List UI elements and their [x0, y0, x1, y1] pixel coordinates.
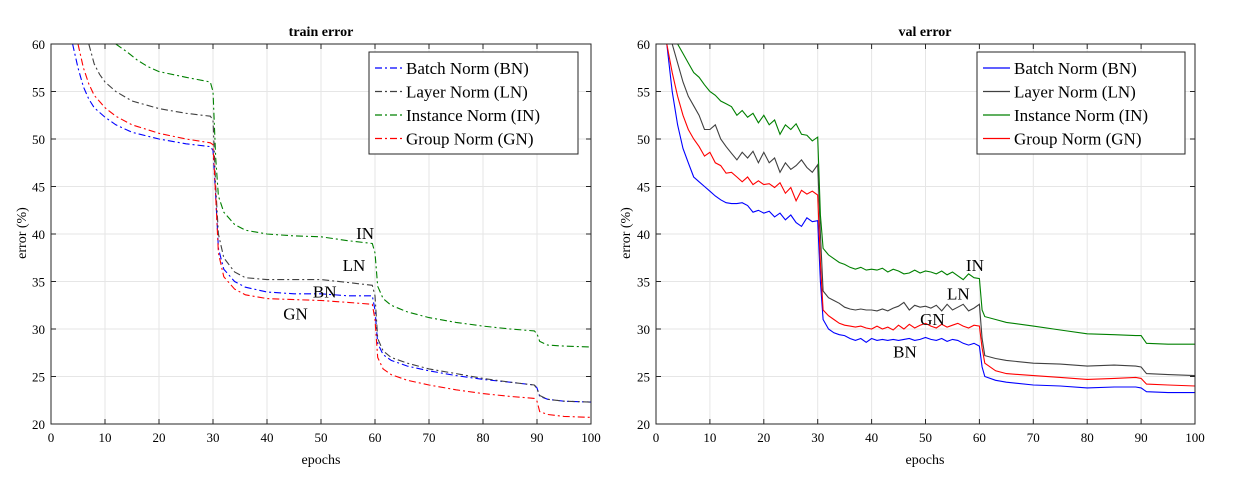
- x-tick-label: 30: [207, 430, 220, 445]
- train-error-chart: train error epochs error (%) 0 10 20 30 40 50…: [15, 25, 601, 468]
- x-tick-label: 60: [973, 430, 986, 445]
- x-tick-label: 30: [811, 430, 824, 445]
- series-line-in: [677, 44, 1195, 345]
- x-tick-label: 50: [919, 430, 932, 445]
- y-tick-label: 40: [637, 227, 650, 242]
- legend-label: Batch Norm (BN): [1014, 59, 1137, 78]
- series-annotation-in: IN: [966, 256, 984, 275]
- legend-label: Layer Norm (LN): [1014, 83, 1136, 102]
- series-line-ln: [671, 44, 1195, 377]
- x-tick-label: 90: [1135, 430, 1148, 445]
- y-tick-label: 35: [32, 275, 45, 290]
- x-tick-label: 10: [703, 430, 716, 445]
- legend-box: [368, 51, 579, 155]
- chart-title: val error: [899, 25, 952, 40]
- x-tick-label: 70: [1027, 430, 1040, 445]
- y-axis-label: error (%): [619, 207, 634, 259]
- legend-label: Group Norm (GN): [1014, 130, 1141, 149]
- y-tick-label: 25: [637, 370, 650, 385]
- x-tick-label: 70: [423, 430, 436, 445]
- series-annotation-ln: LN: [343, 256, 366, 275]
- legend-box: [976, 51, 1186, 155]
- val-error-chart: val error epochs error (%) 0 10 20 30 40 50 60…: [619, 25, 1205, 468]
- x-tick-label: 0: [48, 430, 55, 445]
- y-tick-label: 30: [32, 322, 45, 337]
- series-annotation-ln: LN: [947, 285, 970, 304]
- series-annotation-gn: GN: [283, 305, 308, 324]
- x-tick-label: 100: [1185, 430, 1205, 445]
- series-annotation-bn: BN: [893, 343, 917, 362]
- series-annotation-in: IN: [356, 224, 374, 243]
- y-tick-label: 50: [637, 132, 650, 147]
- legend-label: Batch Norm (BN): [406, 59, 529, 78]
- x-tick-label: 60: [369, 430, 382, 445]
- x-axis-label: epochs: [302, 453, 341, 468]
- series-line-bn: [72, 44, 591, 403]
- x-tick-label: 40: [865, 430, 878, 445]
- series-line-gn: [666, 44, 1195, 387]
- x-tick-label: 10: [99, 430, 112, 445]
- y-tick-label: 55: [32, 85, 45, 100]
- x-tick-label: 90: [531, 430, 544, 445]
- y-axis-label: error (%): [15, 207, 30, 259]
- y-tick-label: 55: [637, 85, 650, 100]
- y-tick-label: 60: [32, 37, 45, 52]
- series-line-ln: [88, 44, 591, 403]
- legend-label: Group Norm (GN): [406, 130, 533, 149]
- y-tick-label: 25: [32, 370, 45, 385]
- series-line-gn: [77, 44, 591, 418]
- x-tick-label: 80: [1081, 430, 1094, 445]
- y-tick-label: 45: [32, 180, 45, 195]
- series-line-bn: [666, 44, 1195, 394]
- y-tick-label: 30: [637, 322, 650, 337]
- y-tick-label: 50: [32, 132, 45, 147]
- y-tick-label: 20: [32, 417, 45, 432]
- x-axis-label: epochs: [906, 453, 945, 468]
- chart-title: train error: [289, 25, 354, 40]
- legend-label: Instance Norm (IN): [1014, 106, 1148, 125]
- x-tick-label: 100: [581, 430, 601, 445]
- series-annotation-gn: GN: [920, 310, 945, 329]
- legend: Batch Norm (BN) Layer Norm (LN) Instance N…: [368, 51, 579, 155]
- y-tick-label: 20: [637, 417, 650, 432]
- x-tick-label: 20: [757, 430, 770, 445]
- legend: Batch Norm (BN) Layer Norm (LN) Instance N…: [976, 51, 1186, 155]
- series-line-in: [115, 44, 591, 348]
- legend-label: Instance Norm (IN): [406, 106, 540, 125]
- y-tick-label: 45: [637, 180, 650, 195]
- x-tick-label: 80: [477, 430, 490, 445]
- x-tick-label: 0: [653, 430, 660, 445]
- series-annotation-bn: BN: [313, 283, 337, 302]
- x-tick-label: 50: [315, 430, 328, 445]
- y-tick-label: 35: [637, 275, 650, 290]
- y-tick-label: 60: [637, 37, 650, 52]
- x-tick-label: 40: [261, 430, 274, 445]
- y-tick-label: 40: [32, 227, 45, 242]
- x-tick-label: 20: [153, 430, 166, 445]
- legend-label: Layer Norm (LN): [406, 83, 528, 102]
